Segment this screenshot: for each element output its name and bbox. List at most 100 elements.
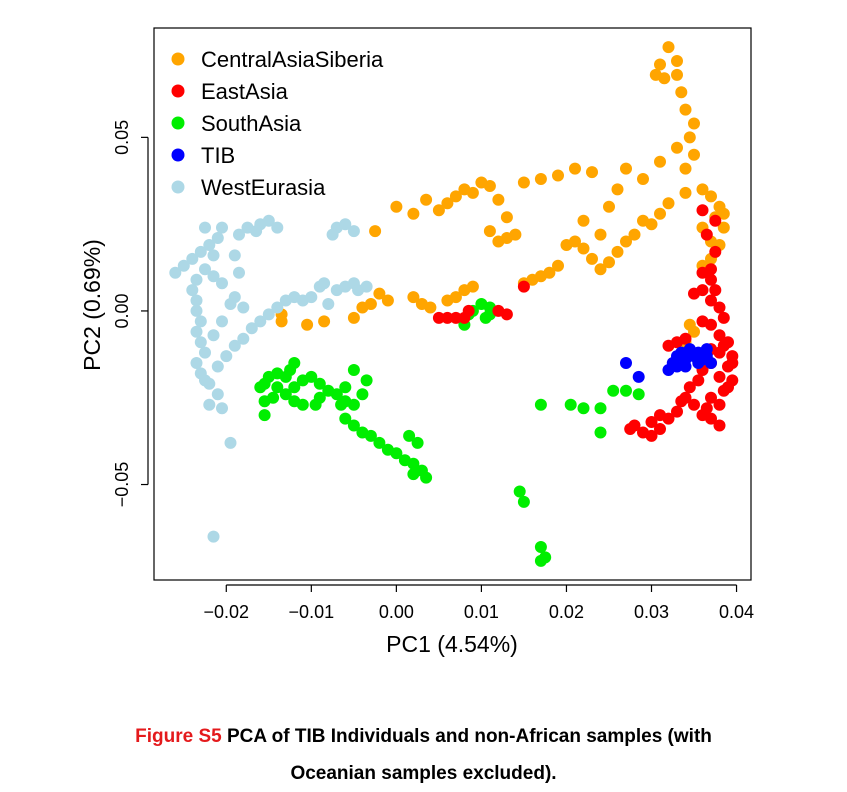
point-westeurasia	[211, 232, 224, 244]
point-eastasia	[675, 395, 688, 408]
point-eastasia	[709, 214, 722, 227]
caption-text-1: PCA of TIB Individuals and non-African s…	[221, 726, 712, 747]
x-tick-label: 0.04	[719, 602, 754, 622]
point-westeurasia	[216, 221, 228, 234]
point-eastasia	[432, 311, 445, 324]
points-layer	[169, 41, 739, 567]
point-southasia	[620, 384, 632, 397]
point-tib	[700, 343, 713, 356]
point-westeurasia	[186, 284, 199, 297]
point-centralasiasiberia	[671, 55, 683, 67]
legend-label-centralasiasiberia: CentralAsiaSiberia	[201, 47, 384, 72]
point-westeurasia	[233, 228, 245, 241]
point-tib	[671, 360, 683, 373]
point-southasia	[517, 495, 530, 508]
point-southasia	[309, 398, 322, 411]
point-southasia	[475, 298, 488, 310]
point-centralasiasiberia	[628, 228, 641, 241]
point-centralasiasiberia	[688, 325, 700, 338]
point-centralasiasiberia	[637, 214, 649, 227]
point-southasia	[407, 457, 420, 470]
point-centralasiasiberia	[705, 190, 717, 203]
point-eastasia	[696, 409, 709, 422]
point-tib	[692, 357, 705, 369]
x-tick-label: 0.00	[379, 602, 414, 622]
legend-marker-southasia	[171, 116, 185, 130]
legend-label-eastasia: EastAsia	[201, 79, 289, 104]
point-centralasiasiberia	[683, 131, 696, 144]
point-westeurasia	[186, 252, 199, 265]
point-tib	[679, 360, 692, 373]
point-southasia	[373, 436, 386, 449]
point-southasia	[594, 426, 607, 439]
point-westeurasia	[207, 530, 220, 543]
point-westeurasia	[233, 266, 245, 279]
point-westeurasia	[237, 301, 250, 314]
legend-label-southasia: SouthAsia	[201, 111, 302, 136]
point-westeurasia	[207, 249, 220, 262]
point-centralasiasiberia	[620, 235, 632, 248]
point-westeurasia	[190, 304, 203, 317]
point-westeurasia	[271, 301, 284, 314]
point-eastasia	[713, 301, 726, 314]
point-centralasiasiberia	[688, 117, 700, 130]
point-southasia	[258, 409, 271, 422]
point-southasia	[254, 381, 267, 394]
point-westeurasia	[190, 357, 203, 369]
point-centralasiasiberia	[483, 225, 496, 238]
point-southasia	[411, 436, 424, 449]
point-centralasiasiberia	[373, 287, 386, 300]
legend-marker-tib	[171, 148, 185, 162]
point-centralasiasiberia	[577, 242, 590, 255]
point-centralasiasiberia	[679, 186, 692, 199]
point-westeurasia	[207, 270, 220, 283]
point-westeurasia	[169, 266, 182, 279]
point-westeurasia	[237, 332, 250, 345]
point-southasia	[271, 381, 284, 394]
caption-line-1: Figure S5 PCA of TIB Individuals and non…	[0, 718, 847, 755]
x-tick-label: 0.03	[634, 602, 669, 622]
point-centralasiasiberia	[662, 197, 675, 210]
point-westeurasia	[216, 402, 228, 415]
point-westeurasia	[250, 225, 263, 238]
point-tib	[632, 370, 645, 383]
point-centralasiasiberia	[420, 193, 433, 206]
point-eastasia	[709, 284, 722, 297]
point-centralasiasiberia	[552, 169, 564, 182]
point-eastasia	[705, 294, 717, 307]
point-eastasia	[688, 398, 700, 411]
point-southasia	[347, 364, 360, 376]
point-southasia	[288, 381, 301, 394]
point-centralasiasiberia	[347, 311, 360, 324]
point-southasia	[420, 471, 433, 484]
point-centralasiasiberia	[356, 301, 369, 314]
point-westeurasia	[262, 308, 275, 321]
point-southasia	[407, 468, 420, 481]
point-eastasia	[441, 311, 454, 324]
point-eastasia	[713, 329, 726, 342]
point-southasia	[513, 485, 526, 498]
point-southasia	[390, 447, 403, 460]
point-eastasia	[654, 423, 666, 435]
figure-label: Figure S5	[135, 726, 222, 747]
point-westeurasia	[220, 350, 233, 363]
point-westeurasia	[199, 374, 211, 387]
point-eastasia	[705, 391, 717, 404]
point-centralasiasiberia	[671, 141, 683, 154]
caption-line-2: Oceanian samples excluded).	[290, 763, 557, 784]
point-centralasiasiberia	[441, 294, 454, 307]
point-tib	[620, 357, 632, 369]
point-eastasia	[688, 287, 700, 300]
point-southasia	[335, 398, 348, 411]
point-westeurasia	[305, 291, 318, 304]
plot-frame	[153, 27, 752, 581]
point-westeurasia	[326, 228, 339, 241]
point-southasia	[296, 398, 309, 411]
point-westeurasia	[318, 277, 331, 290]
point-centralasiasiberia	[407, 207, 420, 220]
y-tick-label: 0.00	[112, 293, 132, 328]
point-southasia	[356, 388, 369, 401]
point-eastasia	[624, 423, 637, 435]
point-eastasia	[671, 405, 683, 418]
point-centralasiasiberia	[407, 291, 420, 304]
